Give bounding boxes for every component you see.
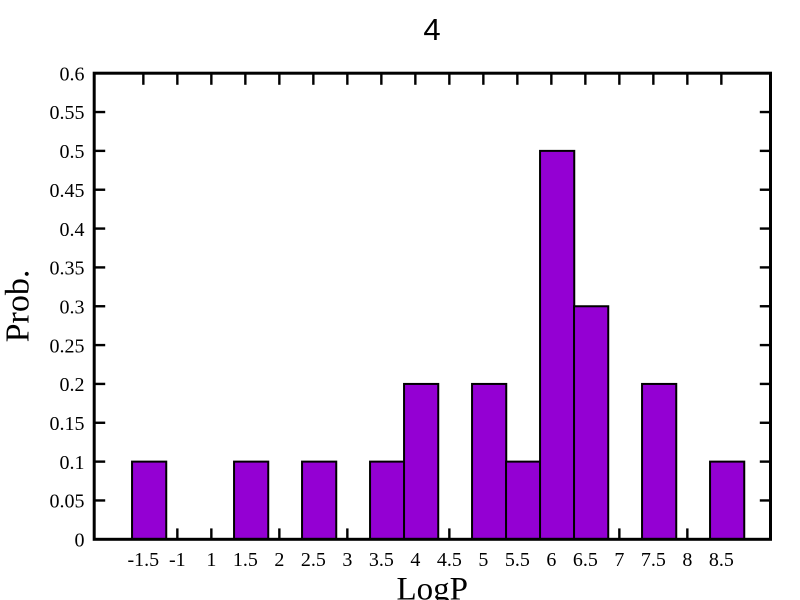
svg-text:6: 6: [546, 549, 556, 571]
svg-text:8: 8: [682, 549, 692, 571]
svg-text:0.2: 0.2: [60, 374, 85, 396]
svg-text:6.5: 6.5: [573, 549, 598, 571]
svg-text:0.35: 0.35: [50, 258, 85, 280]
svg-text:0.4: 0.4: [60, 219, 85, 241]
svg-text:7: 7: [614, 549, 624, 571]
svg-text:0.55: 0.55: [50, 102, 85, 124]
svg-text:0: 0: [75, 530, 85, 552]
svg-text:5.5: 5.5: [505, 549, 530, 571]
svg-text:4: 4: [410, 549, 420, 571]
svg-text:5: 5: [478, 549, 488, 571]
svg-text:0.15: 0.15: [50, 413, 85, 435]
svg-text:2.5: 2.5: [301, 549, 326, 571]
svg-text:-1: -1: [169, 549, 186, 571]
svg-text:0.6: 0.6: [60, 63, 85, 85]
svg-text:2: 2: [274, 549, 284, 571]
svg-text:3: 3: [342, 549, 352, 571]
svg-text:4: 4: [423, 12, 440, 47]
svg-text:3.5: 3.5: [369, 549, 394, 571]
svg-text:7.5: 7.5: [641, 549, 666, 571]
svg-text:0.5: 0.5: [60, 141, 85, 163]
svg-text:0.45: 0.45: [50, 180, 85, 202]
svg-text:Prob.: Prob.: [0, 270, 37, 343]
svg-text:0.25: 0.25: [50, 335, 85, 357]
svg-text:8.5: 8.5: [709, 549, 734, 571]
svg-text:4.5: 4.5: [437, 549, 462, 571]
svg-text:0.05: 0.05: [50, 491, 85, 513]
svg-text:0.3: 0.3: [60, 296, 85, 318]
svg-text:0.1: 0.1: [60, 452, 85, 474]
svg-text:1.5: 1.5: [233, 549, 258, 571]
svg-text:1: 1: [206, 549, 216, 571]
svg-text:LogP: LogP: [396, 571, 468, 600]
svg-text:-1.5: -1.5: [128, 549, 160, 571]
